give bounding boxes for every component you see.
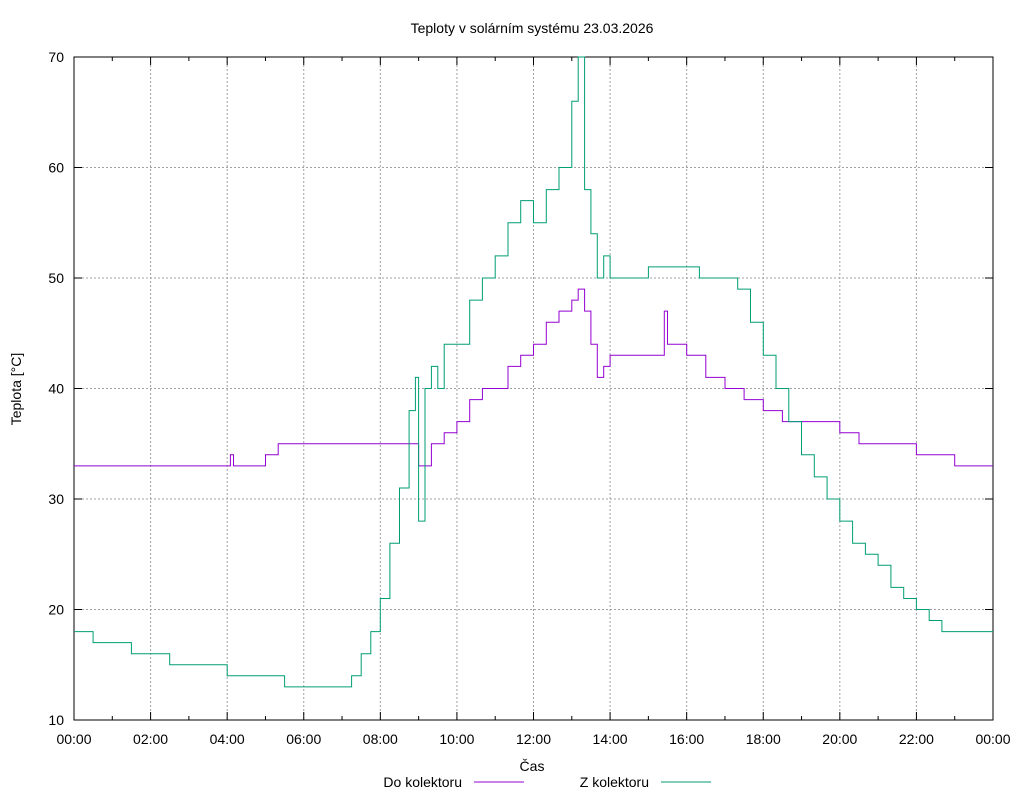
x-tick-label: 00:00 [56, 731, 91, 747]
y-tick-label: 50 [48, 270, 64, 286]
x-tick-label: 04:00 [210, 731, 245, 747]
legend-label-do-kolektoru: Do kolektoru [383, 774, 462, 790]
series-lines [74, 56, 993, 688]
x-axis-label: Čas [520, 758, 545, 774]
x-tick-label: 00:00 [975, 731, 1010, 747]
y-tick-label: 30 [48, 491, 64, 507]
x-tick-label: 16:00 [669, 731, 704, 747]
x-tick-label: 14:00 [593, 731, 628, 747]
x-tick-label: 10:00 [439, 731, 474, 747]
grid [74, 57, 993, 720]
x-tick-label: 06:00 [286, 731, 321, 747]
axis-ticks: 10 20 30 40 50 60 70 00:00 02:00 04:00 06:00 08:00 1… [48, 49, 1010, 747]
x-tick-label: 08:00 [363, 731, 398, 747]
chart-title: Teploty v solárním systému 23.03.2026 [411, 20, 654, 36]
y-tick-label: 40 [48, 381, 64, 397]
y-tick-label: 60 [48, 160, 64, 176]
x-tick-label: 20:00 [822, 731, 857, 747]
legend-label-z-kolektoru: Z kolektoru [580, 774, 649, 790]
x-tick-label: 22:00 [899, 731, 934, 747]
y-axis-label: Teplota [°C] [8, 353, 24, 426]
y-tick-label: 10 [48, 712, 64, 728]
series-line-z-kolektoru [74, 56, 993, 688]
y-tick-label: 20 [48, 602, 64, 618]
legend: Do kolektoru Z kolektoru [383, 774, 711, 790]
y-tick-label: 70 [48, 49, 64, 65]
x-tick-label: 12:00 [516, 731, 551, 747]
x-tick-label: 18:00 [746, 731, 781, 747]
x-tick-label: 02:00 [133, 731, 168, 747]
